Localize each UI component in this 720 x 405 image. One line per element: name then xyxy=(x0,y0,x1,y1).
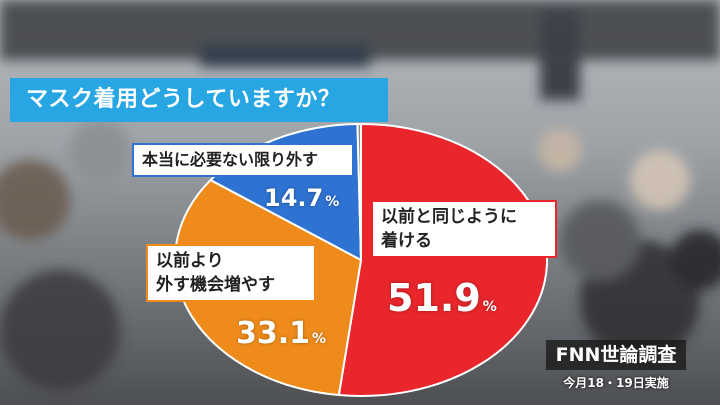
source-name: FNN世論調査 xyxy=(545,340,687,370)
value-label-remove: 14.7% xyxy=(264,184,339,212)
value-label-more-unit: % xyxy=(312,331,327,347)
slice-other xyxy=(356,122,362,261)
value-label-same: 51.9% xyxy=(387,276,497,320)
value-label-same-number: 51.9 xyxy=(387,276,481,320)
value-label-remove-number: 14.7 xyxy=(264,184,324,212)
source-date: 今月18・19日実施 xyxy=(563,376,669,390)
slice-label-more-line2: 外す機会増やす xyxy=(156,275,275,295)
value-label-more: 33.1% xyxy=(236,316,326,351)
slice-label-remove: 本当に必要ない限り外す xyxy=(132,143,354,177)
slice-label-same-line1: 以前と同じように xyxy=(381,207,517,227)
slice-label-more: 以前より 外す機会増やす xyxy=(146,244,316,302)
value-label-more-number: 33.1 xyxy=(236,316,311,351)
value-label-remove-unit: % xyxy=(325,194,340,210)
slice-label-more-line1: 以前より xyxy=(156,251,224,271)
slice-label-same-line2: 着ける xyxy=(381,231,432,251)
slice-label-remove-text: 本当に必要ない限り外す xyxy=(142,150,319,169)
chart-title: マスク着用どうしていますか？ xyxy=(10,78,388,122)
source-block: FNN世論調査 今月18・19日実施 xyxy=(526,340,706,391)
value-label-same-unit: % xyxy=(482,299,497,315)
slice-same xyxy=(337,122,549,397)
slice-label-same: 以前と同じように 着ける xyxy=(371,200,557,258)
